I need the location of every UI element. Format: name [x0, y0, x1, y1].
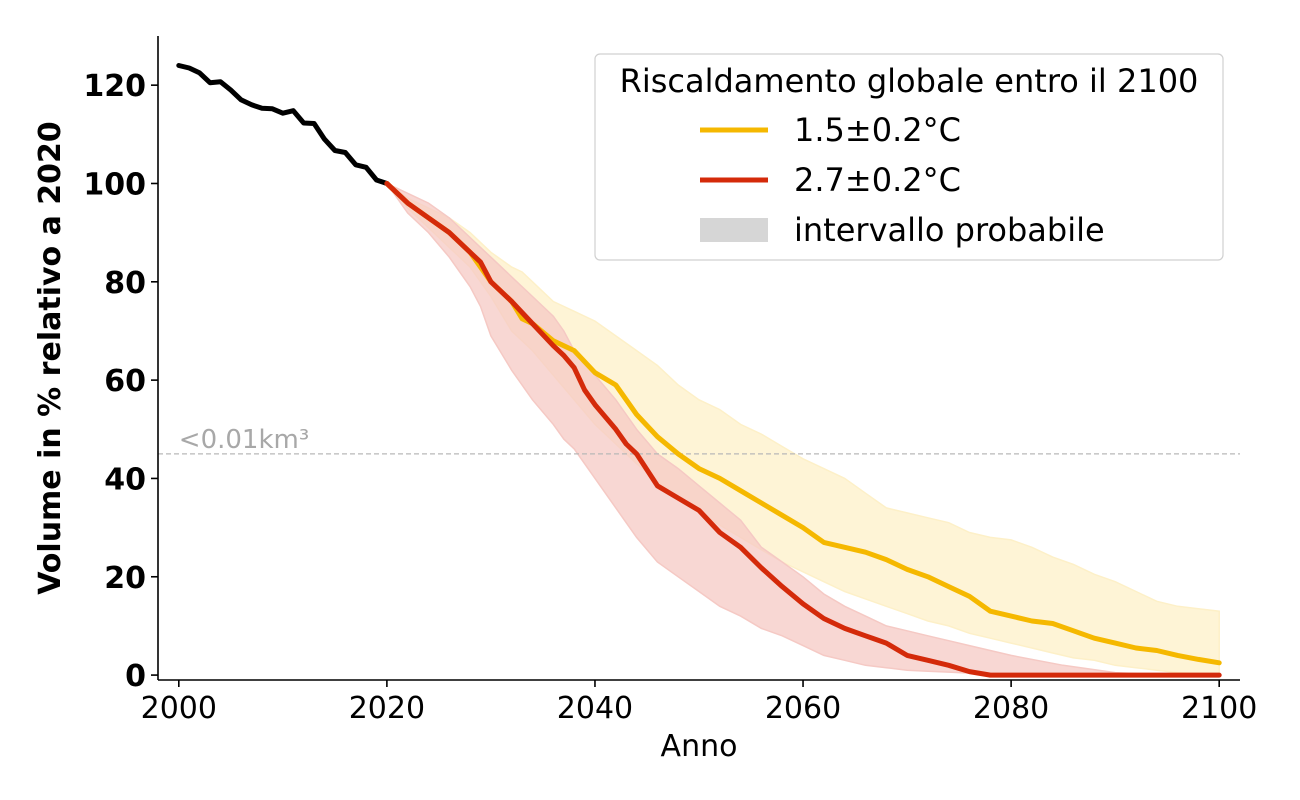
series-line-1-5c [384, 181, 1222, 666]
series-lines [176, 63, 1222, 678]
x-tick-label: 2000 [141, 691, 217, 726]
legend-label-range: intervallo probabile [794, 211, 1105, 249]
y-tick-label: 20 [104, 561, 146, 596]
legend-frame [594, 53, 1224, 261]
series-line-2-7c [384, 181, 1222, 678]
threshold-label: <0.01km³ [179, 425, 309, 455]
legend: Riscaldamento globale entro il 2100 1.5±… [594, 53, 1224, 261]
legend-label-2-7c: 2.7±0.2°C [794, 161, 961, 199]
y-axis-label: Volume in % relativo a 2020 [33, 121, 68, 595]
x-tick-label: 2080 [973, 691, 1049, 726]
x-tick-label: 2020 [349, 691, 425, 726]
y-tick-label: 40 [104, 462, 146, 497]
y-tick-label: 80 [104, 266, 146, 301]
x-tick-label: 2100 [1181, 691, 1257, 726]
historical-line [176, 63, 390, 186]
y-tick-label: 120 [83, 69, 146, 104]
legend-swatch-range [700, 218, 768, 242]
legend-title: Riscaldamento globale entro il 2100 [620, 62, 1199, 100]
y-tick-label: 60 [104, 364, 146, 399]
x-axis-label: Anno [661, 729, 738, 764]
y-tick-label: 0 [125, 659, 146, 694]
x-tick-label: 2040 [557, 691, 633, 726]
legend-label-1-5c: 1.5±0.2°C [794, 111, 961, 149]
y-tick-label: 100 [83, 167, 146, 202]
x-tick-label: 2060 [765, 691, 841, 726]
